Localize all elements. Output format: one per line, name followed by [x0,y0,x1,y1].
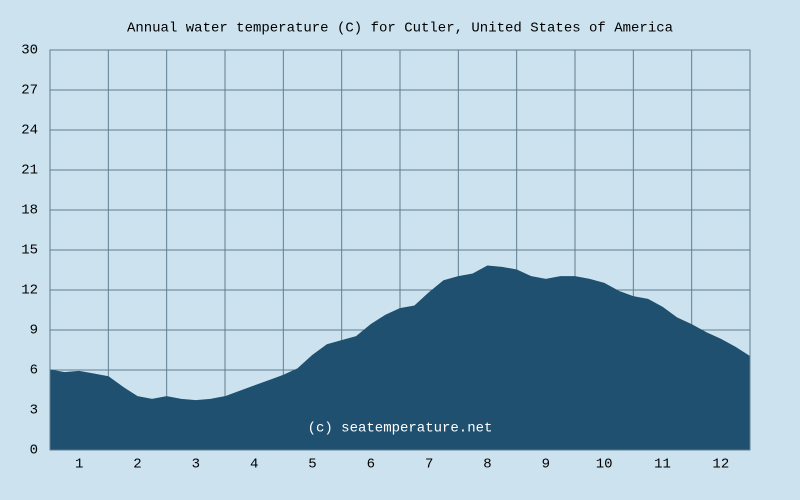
x-tick-label: 9 [542,457,550,473]
x-tick-label: 5 [308,457,316,473]
x-tick-label: 3 [192,457,200,473]
area [49,265,751,451]
y-tick-label: 3 [30,403,38,419]
y-tick-label: 6 [30,363,38,379]
y-tick-label: 27 [21,83,38,99]
x-tick-label: 12 [712,457,729,473]
x-tick-label: 2 [133,457,141,473]
y-tick-label: 0 [30,443,38,459]
y-tick-label: 24 [21,123,38,139]
y-tick-label: 30 [21,43,38,59]
y-tick-label: 9 [30,323,38,339]
x-tick-label: 4 [250,457,258,473]
x-tick-label: 8 [483,457,491,473]
x-tick-label: 1 [75,457,83,473]
y-tick-label: 15 [21,243,38,259]
x-tick-label: 11 [654,457,671,473]
y-tick-label: 12 [21,283,38,299]
plot-border [49,49,751,451]
x-tick-label: 7 [425,457,433,473]
x-tick-label: 10 [596,457,613,473]
y-tick-label: 21 [21,163,38,179]
x-tick-label: 6 [367,457,375,473]
y-tick-label: 18 [21,203,38,219]
watermark: (c) seatemperature.net [308,421,493,437]
chart-title: Annual water temperature (C) for Cutler,… [127,21,673,37]
